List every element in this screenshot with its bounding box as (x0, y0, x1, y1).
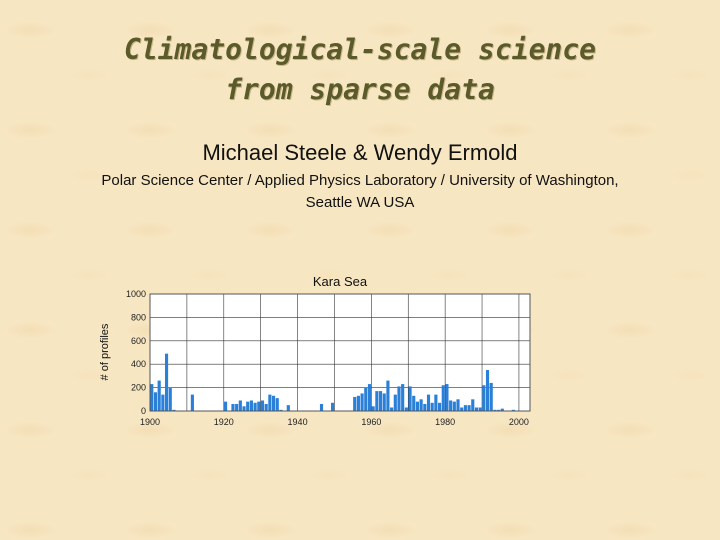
bar (382, 393, 386, 411)
authors-line: Michael Steele & Wendy Ermold (202, 140, 518, 165)
bar (404, 407, 408, 411)
affiliation: Polar Science Center / Applied Physics L… (0, 170, 720, 214)
bar (353, 396, 357, 411)
bar (153, 392, 158, 411)
x-tick-label: 2000 (509, 417, 529, 427)
bar (497, 409, 501, 411)
affiliation-line-2: Seattle WA USA (305, 194, 415, 211)
slide-title: Climatological-scale science from sparse… (0, 30, 720, 110)
bar (319, 403, 324, 411)
bar (474, 407, 479, 411)
bar (408, 386, 412, 411)
bar (467, 405, 471, 411)
bar (364, 387, 368, 411)
y-tick-label: 200 (131, 383, 146, 393)
x-tick-label: 1900 (140, 417, 160, 427)
y-tick-label: 1000 (126, 289, 146, 299)
bar (485, 370, 490, 411)
bar (360, 393, 364, 411)
bar (456, 399, 460, 411)
bar (268, 394, 272, 411)
bar (257, 401, 261, 411)
bar (478, 407, 482, 411)
bar (331, 402, 335, 411)
bar (463, 405, 467, 411)
plot-frame (149, 293, 531, 412)
bar (224, 401, 228, 411)
bar (500, 408, 504, 411)
bar (286, 405, 290, 411)
bar (275, 398, 279, 411)
bar (356, 395, 360, 411)
bar (164, 353, 169, 411)
bar (489, 382, 493, 411)
tick-labels: 0 200 400 600 800 1000 1900 1920 1940 1960 1980 200… (126, 289, 529, 427)
affiliation-line-1: Polar Science Center / Applied Physics L… (101, 172, 619, 189)
bar (397, 386, 401, 411)
bar (190, 394, 194, 411)
bar (172, 409, 176, 411)
title-line-1: Climatological-scale science (123, 33, 596, 66)
bar (423, 403, 427, 411)
bar (378, 391, 383, 411)
bar (367, 384, 372, 411)
bar (471, 399, 475, 411)
bar (441, 385, 445, 411)
x-tick-label: 1920 (214, 417, 234, 427)
bar (168, 387, 172, 411)
bar (511, 409, 515, 411)
bars (150, 353, 515, 411)
x-tick-label: 1980 (435, 417, 455, 427)
bar (449, 400, 453, 411)
bar (371, 406, 375, 411)
y-axis-label: # of profiles (99, 323, 111, 380)
bar (150, 384, 154, 411)
bar (493, 409, 497, 411)
bar (434, 394, 438, 411)
bar (386, 380, 390, 411)
bar (412, 395, 416, 411)
y-tick-label: 400 (131, 359, 146, 369)
bar (260, 400, 265, 411)
y-tick-label: 0 (141, 406, 146, 416)
kara-sea-bar-chart: 0 200 400 600 800 1000 1900 1920 1940 1960 1980 200… (99, 274, 531, 427)
plot-area (150, 294, 530, 411)
bar (430, 402, 434, 411)
bar (393, 394, 397, 411)
bar (264, 403, 268, 411)
bar (279, 409, 283, 411)
bar (419, 399, 423, 411)
bar (401, 384, 405, 411)
bar (460, 407, 464, 411)
bar (437, 402, 442, 411)
bar (271, 395, 276, 411)
y-tick-label: 600 (131, 336, 146, 346)
bar (161, 394, 165, 411)
bar (445, 384, 449, 411)
chart-title: Kara Sea (313, 274, 368, 289)
bar (157, 380, 161, 411)
title-line-2: from sparse data (225, 73, 495, 106)
bar (253, 402, 257, 411)
x-tick-label: 1960 (361, 417, 381, 427)
bar (238, 400, 242, 411)
bar (235, 403, 239, 411)
bar (249, 400, 253, 411)
bar (426, 394, 431, 411)
bar (242, 406, 246, 411)
bar (390, 407, 394, 411)
bar (452, 401, 456, 411)
bar (231, 403, 235, 411)
bar (246, 401, 250, 411)
bar (375, 391, 379, 411)
x-tick-label: 1940 (288, 417, 308, 427)
bar (482, 385, 486, 411)
y-tick-label: 800 (131, 312, 146, 322)
bar (415, 401, 419, 411)
